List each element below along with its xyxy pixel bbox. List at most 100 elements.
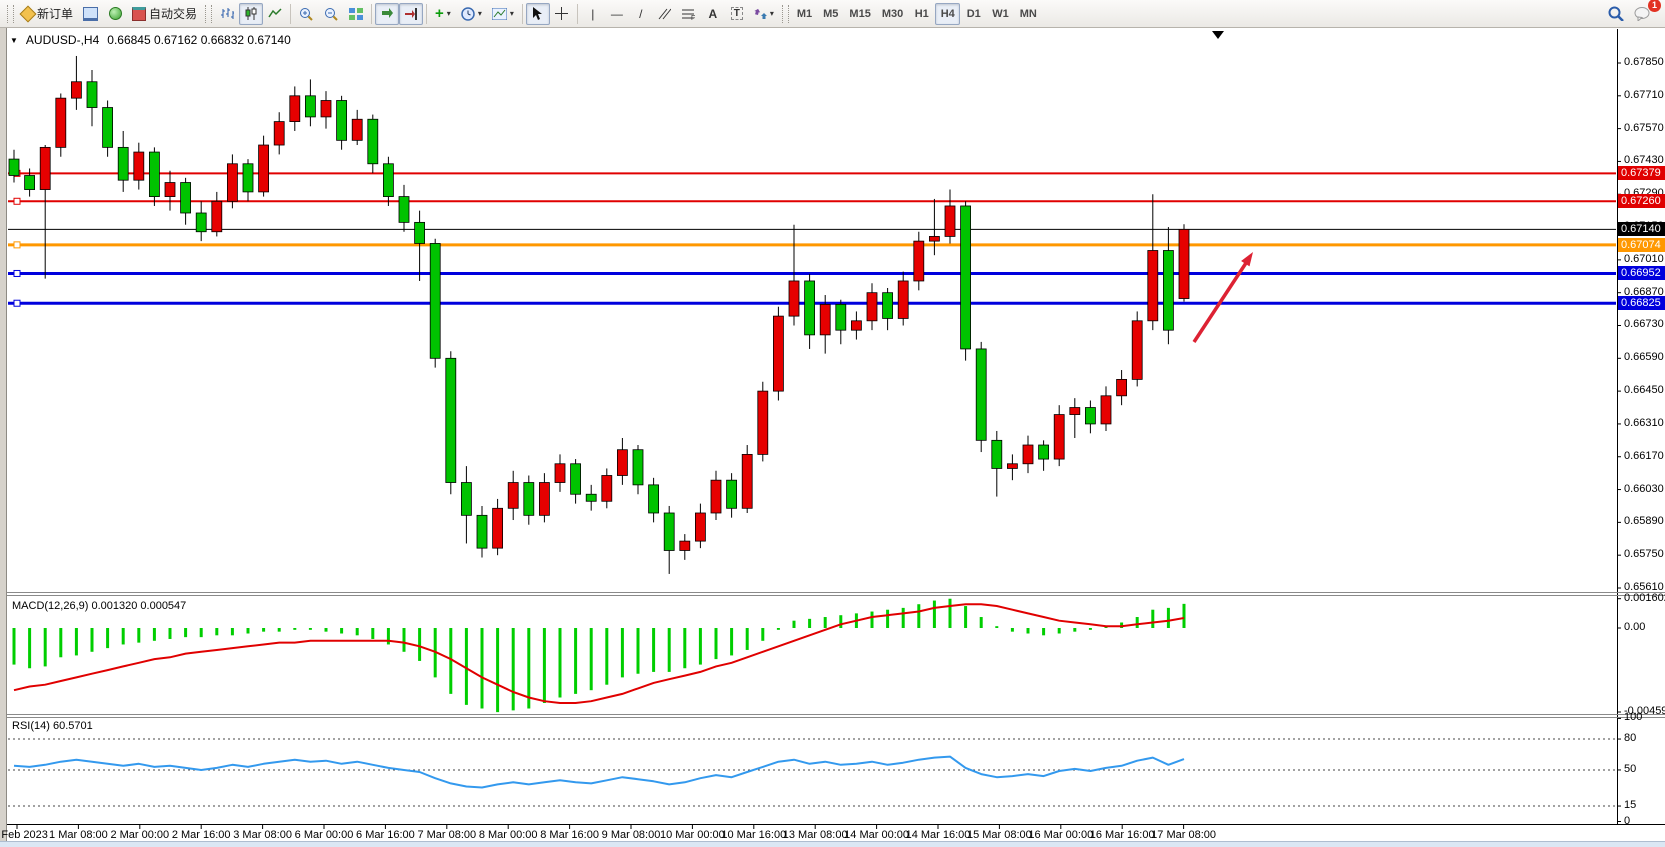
price-axis-label: 0.67290 — [1624, 187, 1664, 200]
candle-body — [975, 348, 987, 441]
market-watch-button[interactable] — [78, 3, 103, 25]
time-axis-label: 14 Mar 16:00 — [905, 829, 971, 841]
candle-body — [320, 100, 332, 118]
down-arrow-marker[interactable] — [1212, 31, 1224, 39]
candlestick-chart-button[interactable] — [239, 2, 264, 25]
candle-body — [1053, 414, 1065, 460]
chart-shift-button[interactable] — [399, 2, 424, 25]
timeframe-m15-button[interactable]: M15 — [844, 3, 875, 25]
candle-body — [195, 212, 207, 233]
price-line-handle[interactable] — [13, 197, 21, 205]
price-line-handle[interactable] — [13, 269, 21, 277]
rsi-panel-separator[interactable] — [7, 714, 1665, 715]
candle-body — [148, 151, 160, 197]
notifications-button[interactable]: 1 — [1629, 0, 1661, 25]
candle-body — [39, 146, 51, 190]
timeframe-m30-button[interactable]: M30 — [877, 3, 908, 25]
timeframe-d1-button[interactable]: D1 — [961, 3, 986, 25]
price-axis-label: 0.67570 — [1624, 121, 1664, 134]
time-axis-label: 6 Mar 00:00 — [294, 829, 354, 841]
arrows-button[interactable]: ▾ — [749, 3, 779, 25]
candle-body — [445, 357, 457, 483]
tile-windows-button[interactable] — [344, 3, 368, 25]
zoom-out-button[interactable] — [319, 3, 344, 25]
chat-bubble-icon — [1634, 6, 1650, 21]
clock-icon — [461, 6, 475, 21]
text-button[interactable]: A — [701, 3, 725, 25]
time-axis-label: 9 Mar 08:00 — [601, 829, 661, 841]
price-line-handle[interactable] — [13, 299, 21, 307]
trendline-icon: / — [639, 6, 643, 21]
candle-body — [1163, 250, 1174, 331]
candle-body — [710, 479, 722, 514]
time-axis-label: 7 Mar 08:00 — [417, 829, 477, 841]
candle-body — [617, 449, 628, 476]
vertical-line-button[interactable]: | — [581, 3, 605, 25]
price-line-handle[interactable] — [13, 169, 21, 177]
trend-arrow-head[interactable] — [1241, 252, 1253, 267]
toolbar-grip[interactable] — [781, 4, 789, 23]
auto-scroll-button[interactable] — [375, 2, 400, 25]
candle-body — [632, 449, 644, 486]
time-axis-label: 14 Mar 00:00 — [844, 829, 909, 841]
search-button[interactable] — [1603, 3, 1629, 25]
price-line-handle[interactable] — [13, 241, 21, 249]
price-axis-border — [1617, 29, 1618, 824]
zoom-in-button[interactable] — [294, 3, 319, 25]
new-order-button[interactable]: 新订单 — [17, 3, 78, 25]
timeframe-w1-button[interactable]: W1 — [987, 3, 1014, 25]
candle-body — [726, 479, 737, 509]
macd-panel-separator[interactable] — [7, 592, 1665, 593]
templates-button[interactable]: ▾ — [487, 3, 519, 25]
rsi-panel-separator[interactable] — [7, 717, 1665, 718]
horizontal-line-button[interactable]: — — [605, 3, 629, 25]
text-label-button[interactable]: T — [725, 3, 749, 25]
macd-axis-label: -0.004592 — [1624, 705, 1665, 717]
timeframe-h4-button[interactable]: H4 — [935, 2, 961, 25]
line-chart-icon — [268, 8, 282, 18]
window-left-edge — [0, 28, 7, 847]
trendline-button[interactable]: / — [629, 3, 653, 25]
chevron-down-icon: ▾ — [477, 9, 482, 18]
time-axis-label: 2 Mar 16:00 — [171, 829, 231, 841]
price-axis-label: 0.67850 — [1624, 56, 1664, 68]
indicators-button[interactable]: + ▾ — [430, 3, 456, 25]
candle-body — [1038, 444, 1049, 460]
crosshair-button[interactable] — [550, 3, 574, 25]
candle-body — [695, 512, 706, 542]
chevron-down-icon[interactable]: ▼ — [10, 35, 18, 45]
timeframe-h1-button[interactable]: H1 — [909, 3, 934, 25]
price-axis-label: 0.66450 — [1624, 384, 1664, 397]
candle-body — [1131, 320, 1143, 380]
candle-body — [819, 304, 831, 336]
fibonacci-button[interactable]: F — [677, 3, 701, 25]
signals-button[interactable] — [103, 3, 127, 25]
candle-body — [554, 463, 566, 483]
bar-chart-button[interactable] — [215, 3, 239, 25]
timeframe-m1-button[interactable]: M1 — [792, 3, 817, 25]
chevron-down-icon: ▾ — [769, 9, 774, 18]
price-level-box: 0.66825 — [1618, 296, 1665, 311]
candle-body — [663, 512, 675, 551]
timeframe-mn-button[interactable]: MN — [1015, 3, 1042, 25]
timeframe-m5-button[interactable]: M5 — [818, 3, 843, 25]
price-axis-label: 0.66170 — [1624, 449, 1664, 462]
auto-trading-icon — [132, 6, 147, 21]
toolbar-grip[interactable] — [7, 4, 14, 23]
toolbar-grip[interactable] — [205, 4, 213, 23]
cursor-button[interactable] — [525, 2, 550, 25]
candle-body — [570, 463, 581, 495]
macd-panel-separator[interactable] — [7, 595, 1665, 596]
auto-trading-button[interactable]: 自动交易 — [127, 3, 202, 25]
periods-button[interactable]: ▾ — [456, 3, 487, 25]
trend-arrow[interactable] — [1192, 262, 1248, 343]
candle-body — [71, 81, 82, 99]
line-chart-button[interactable] — [263, 3, 287, 25]
channel-button[interactable] — [653, 3, 677, 25]
candle-body — [476, 514, 488, 549]
candle-body — [460, 482, 472, 516]
auto-scroll-icon — [382, 7, 394, 18]
candle-body — [211, 200, 223, 233]
candle-body — [679, 540, 691, 551]
